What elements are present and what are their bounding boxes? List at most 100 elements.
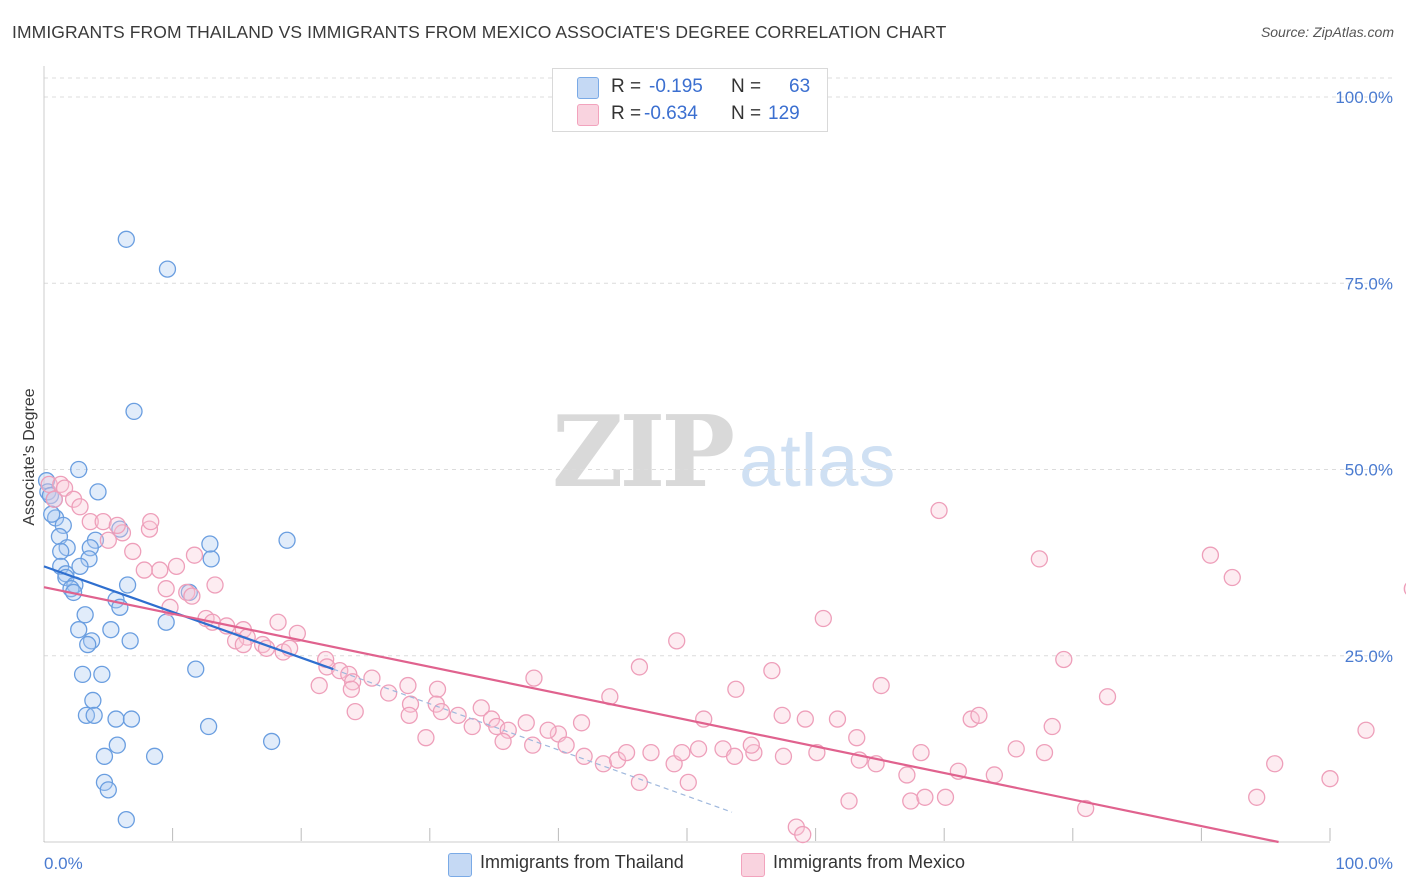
thailand-point xyxy=(52,542,70,561)
y-tick-label: 50.0% xyxy=(1345,461,1393,480)
thailand-point xyxy=(158,260,177,278)
x-tick-label-max: 100.0% xyxy=(1335,854,1393,873)
y-tick-label: 75.0% xyxy=(1345,274,1393,293)
mexico-point xyxy=(449,706,467,724)
thailand-point xyxy=(70,460,88,479)
mexico-point xyxy=(1030,550,1049,568)
mexico-point xyxy=(1201,546,1220,564)
mexico-point xyxy=(472,699,490,717)
mexico-point xyxy=(1035,743,1054,762)
watermark-atlas: atlas xyxy=(739,419,896,502)
x-tick-label-min: 0.0% xyxy=(44,854,83,873)
mexico-point xyxy=(81,513,99,531)
thailand-swatch-icon xyxy=(577,77,599,99)
mexico-point xyxy=(310,676,328,695)
mexico-point xyxy=(774,747,793,765)
thailand-point xyxy=(202,550,220,568)
legend-r-value: -0.634 xyxy=(644,103,698,124)
mexico-point xyxy=(689,740,708,758)
thailand-point xyxy=(84,691,102,710)
mexico-point xyxy=(794,825,812,844)
mexico-point xyxy=(539,721,557,739)
legend-n-value: 129 xyxy=(768,103,800,124)
mexico-point xyxy=(428,680,447,698)
mexico-point xyxy=(727,680,745,698)
mexico-point xyxy=(379,684,398,702)
thailand-point xyxy=(85,706,103,724)
thailand-trend-extension xyxy=(333,668,733,813)
mexico-point xyxy=(985,766,1004,784)
grid xyxy=(44,77,1392,657)
thailand-point xyxy=(145,747,164,765)
mexico-point xyxy=(494,732,512,751)
legend-n-value: 63 xyxy=(789,76,811,97)
mexico-point xyxy=(828,710,847,728)
mexico-point xyxy=(71,498,89,516)
legend-r-label: R = xyxy=(611,103,642,124)
mexico-point xyxy=(742,736,760,754)
mexico-point xyxy=(673,743,691,762)
thailand-point xyxy=(93,665,111,684)
mexico-point xyxy=(557,736,575,754)
mexico-point xyxy=(572,714,591,732)
watermark-zip: ZIP xyxy=(552,395,735,510)
mexico-point xyxy=(135,561,153,579)
mexico-point xyxy=(346,702,364,721)
thailand-point xyxy=(278,531,296,549)
thailand-point xyxy=(71,557,89,575)
thailand-point xyxy=(54,516,72,535)
y-axis-title: Associate's Degree xyxy=(21,388,38,525)
thailand-point xyxy=(89,483,107,501)
mexico-point xyxy=(157,580,175,598)
source-label: Source: ZipAtlas.com xyxy=(1260,24,1394,40)
mexico-point xyxy=(725,747,744,765)
thailand-point xyxy=(262,732,281,751)
mexico-point xyxy=(1321,770,1339,788)
axis-labels: 100.0% 75.0% 50.0% 25.0% 0.0% 100.0% Associate… xyxy=(21,88,1393,873)
thailand-point xyxy=(43,505,61,523)
thailand-point xyxy=(70,621,88,639)
legend-n-label: N = xyxy=(731,103,762,124)
legend-row-thailand: R = -0.195 N = 63 xyxy=(553,74,827,100)
mexico-point xyxy=(970,706,988,724)
y-tick-label: 100.0% xyxy=(1335,88,1393,107)
mexico-point xyxy=(930,501,948,520)
mexico-point xyxy=(936,788,955,806)
mexico-point xyxy=(167,557,186,575)
thailand-legend-icon xyxy=(448,853,472,877)
watermark: ZIP atlas xyxy=(552,395,895,510)
mexico-point xyxy=(773,706,791,724)
thailand-point xyxy=(118,576,137,594)
mexico-trend-line xyxy=(43,586,1279,844)
mexico-point xyxy=(840,792,858,810)
mexico-point xyxy=(269,613,287,631)
mexico-point xyxy=(1357,721,1375,739)
thailand-point xyxy=(157,613,175,631)
mexico-point xyxy=(417,729,435,747)
axes xyxy=(43,66,1331,843)
mexico-point xyxy=(400,706,418,724)
mexico-point xyxy=(94,513,112,531)
thailand-point xyxy=(107,710,125,728)
mexico-point xyxy=(763,662,781,680)
mexico-point xyxy=(1223,568,1241,587)
thailand-point xyxy=(117,811,135,829)
mexico-point xyxy=(912,743,930,762)
mexico-point xyxy=(99,531,117,549)
trend-lines xyxy=(43,565,1279,844)
mexico-point xyxy=(916,788,934,806)
mexico-point xyxy=(679,773,697,792)
mexico-point xyxy=(848,729,866,747)
thailand-point xyxy=(199,717,218,736)
mexico-point xyxy=(331,662,349,680)
y-tick-label: 25.0% xyxy=(1345,647,1393,666)
mexico-point xyxy=(575,747,593,765)
mexico-point xyxy=(288,624,306,643)
mexico-point xyxy=(872,676,890,695)
mexico-point xyxy=(399,676,417,695)
mexico-legend-icon xyxy=(741,853,765,877)
thailand-point xyxy=(117,230,135,248)
mexico-point xyxy=(45,490,63,508)
mexico-point xyxy=(630,658,649,676)
mexico-point xyxy=(342,680,361,698)
